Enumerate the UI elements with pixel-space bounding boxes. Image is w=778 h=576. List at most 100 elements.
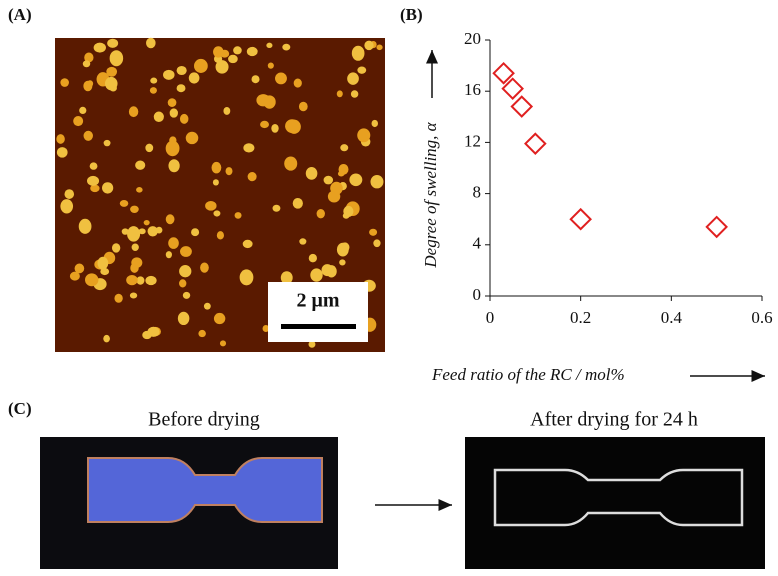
y-tick-label: 4 — [473, 234, 482, 253]
particle — [100, 267, 110, 276]
particle — [213, 46, 224, 58]
particle — [376, 44, 383, 51]
particle — [147, 226, 158, 237]
particle — [339, 259, 346, 266]
particle — [130, 205, 139, 214]
photo-caption: Before drying — [148, 409, 260, 431]
particle — [350, 90, 359, 98]
particle — [145, 143, 154, 153]
particle — [182, 291, 191, 299]
particle — [267, 62, 274, 69]
particle — [364, 40, 374, 51]
particle — [168, 159, 180, 173]
particle — [337, 170, 345, 177]
particle — [242, 239, 253, 249]
particle — [82, 60, 91, 68]
particle — [114, 293, 123, 303]
particle — [282, 43, 291, 51]
particle — [176, 84, 186, 93]
particle — [373, 239, 381, 248]
data-point — [705, 215, 728, 239]
y-tick-label: 0 — [473, 285, 482, 304]
particle — [111, 243, 121, 253]
particle — [179, 265, 192, 278]
particle — [234, 212, 242, 219]
particle — [293, 78, 302, 88]
particle — [104, 76, 118, 91]
dumbbell-specimen — [87, 457, 323, 523]
particle — [299, 238, 307, 245]
y-tick-label: 12 — [464, 131, 481, 150]
particle — [316, 208, 325, 219]
particle — [56, 147, 68, 158]
particle — [256, 94, 271, 107]
particle — [351, 45, 365, 61]
particle — [370, 174, 384, 189]
particle — [83, 130, 93, 141]
particle — [107, 38, 119, 48]
particle — [280, 271, 293, 285]
particle — [213, 312, 226, 325]
particle — [369, 228, 378, 236]
particle — [128, 106, 139, 118]
particle — [284, 156, 298, 171]
afm-image — [55, 37, 385, 352]
particle — [149, 87, 157, 94]
particle — [103, 139, 111, 147]
particle — [200, 262, 209, 273]
particle — [126, 275, 138, 286]
particle — [90, 184, 100, 193]
particle — [212, 179, 219, 186]
particle — [177, 311, 190, 326]
particle — [223, 107, 231, 115]
particle — [191, 228, 200, 237]
particle — [357, 128, 371, 143]
particle — [131, 257, 143, 268]
particle — [78, 218, 92, 234]
particle — [169, 108, 178, 118]
particle — [167, 98, 177, 107]
particle — [305, 166, 318, 180]
particle — [97, 256, 109, 270]
particle — [298, 101, 308, 112]
x-tick-label: 0.6 — [751, 308, 772, 327]
particle — [216, 231, 224, 240]
particle — [127, 226, 141, 242]
particle — [188, 72, 200, 84]
particle — [168, 237, 179, 249]
particle — [103, 334, 110, 343]
particle — [371, 119, 379, 128]
particle — [64, 189, 75, 199]
particle — [228, 54, 238, 64]
particle — [131, 243, 139, 251]
particle — [85, 273, 99, 287]
particle — [138, 228, 146, 235]
particle — [246, 46, 258, 57]
particle — [142, 330, 152, 340]
particle — [136, 187, 143, 193]
particle — [165, 251, 172, 259]
y-tick-label: 20 — [464, 29, 481, 48]
x-axis-label: Feed ratio of the RC / mol% — [431, 365, 625, 384]
particle — [143, 219, 150, 226]
particle — [323, 175, 334, 185]
y-tick-label: 16 — [464, 80, 481, 99]
particle — [343, 205, 354, 218]
particle — [163, 69, 175, 80]
particle — [336, 90, 343, 98]
particle — [165, 140, 180, 157]
photo-caption: After drying for 24 h — [530, 409, 698, 431]
x-tick-label: 0.2 — [570, 308, 591, 327]
particle — [285, 119, 299, 134]
particle — [93, 42, 106, 53]
data-point — [510, 95, 534, 118]
particle — [193, 58, 208, 73]
photo-after — [465, 437, 765, 569]
x-tick-label: 0.4 — [661, 308, 683, 327]
particle — [79, 106, 87, 115]
particle — [321, 264, 334, 277]
particle — [179, 279, 187, 288]
particle — [102, 182, 114, 194]
panel-label: (C) — [8, 399, 32, 418]
